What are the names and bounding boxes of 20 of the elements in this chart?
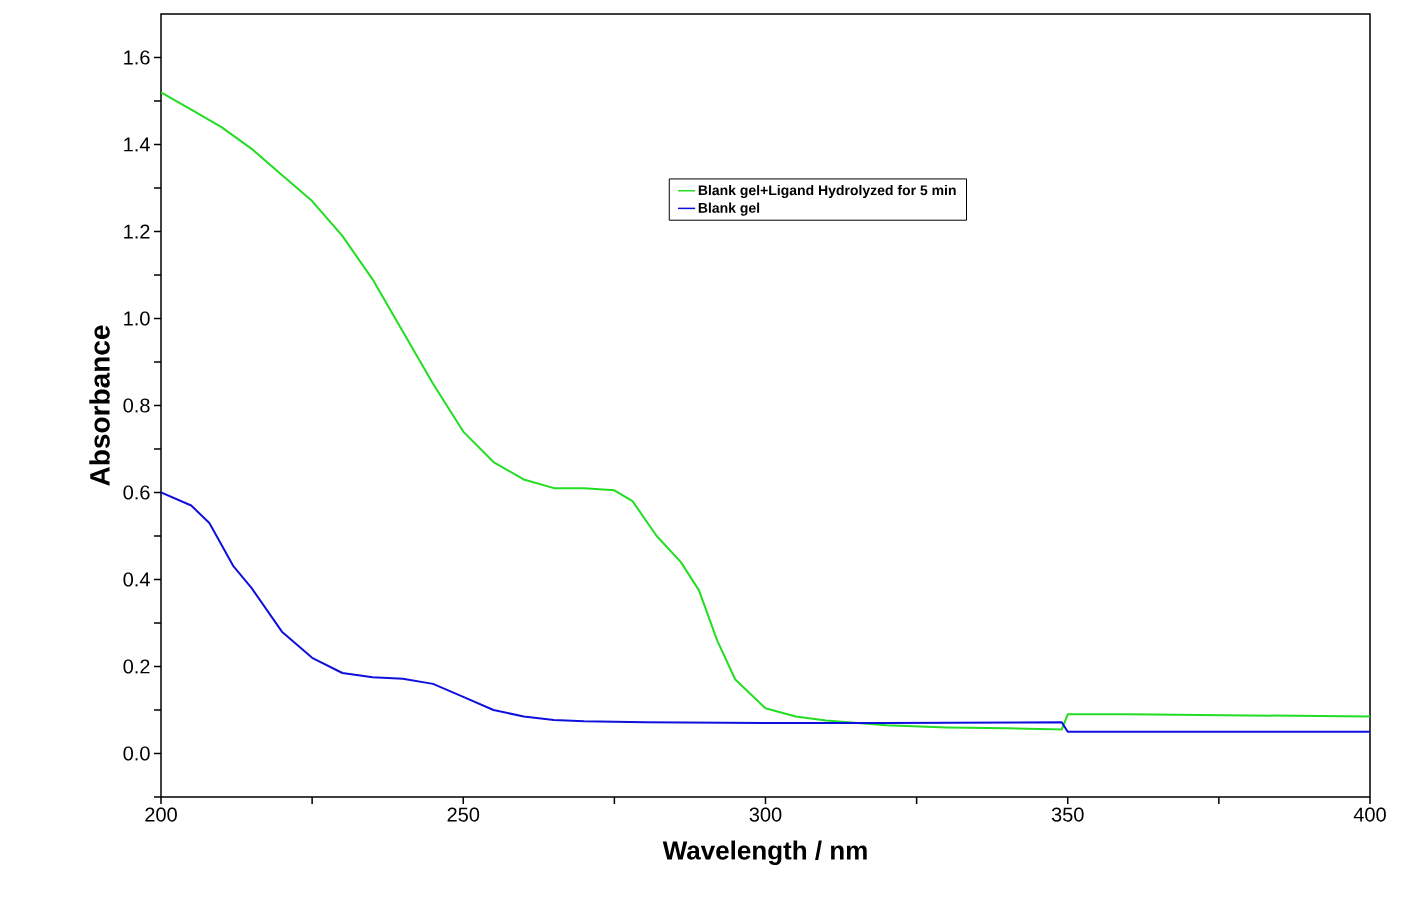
y-tick-label: 1.2 [124, 224, 150, 239]
x-axis-title: Wavelength / nm [662, 840, 867, 865]
y-tick-label: 0.2 [123, 659, 150, 674]
x-tick-label: 250 [447, 807, 480, 822]
line-series [161, 491, 1370, 733]
y-tick-label: 0.4 [123, 572, 150, 587]
y-axis-title: Absorbance [89, 325, 110, 486]
x-tick-label: 300 [749, 807, 782, 822]
y-tick-label: 0.6 [123, 485, 150, 500]
x-tick-label: 350 [1051, 807, 1084, 822]
y-tick-label: 1.6 [124, 50, 150, 65]
y-tick-label: 1.4 [124, 137, 150, 152]
y-tick-label: 1.0 [124, 311, 150, 326]
legend-label: Blank gel [698, 202, 760, 216]
x-tick-label: 400 [1353, 807, 1386, 822]
x-tick-label: 200 [145, 807, 177, 822]
y-tick-label: 0.0 [123, 746, 150, 761]
line-series [161, 91, 1370, 731]
legend-label: Blank gel+Ligand Hydrolyzed for 5 min [698, 184, 956, 199]
y-tick-label: 0.8 [123, 398, 150, 413]
